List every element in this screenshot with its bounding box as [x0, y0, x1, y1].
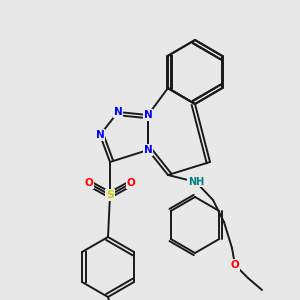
Text: S: S [106, 190, 114, 200]
Text: O: O [231, 260, 239, 270]
Text: NH: NH [188, 177, 204, 187]
Text: N: N [144, 110, 152, 120]
Text: N: N [114, 107, 122, 117]
Text: N: N [96, 130, 104, 140]
Text: O: O [127, 178, 135, 188]
Text: O: O [85, 178, 93, 188]
Text: N: N [144, 145, 152, 155]
